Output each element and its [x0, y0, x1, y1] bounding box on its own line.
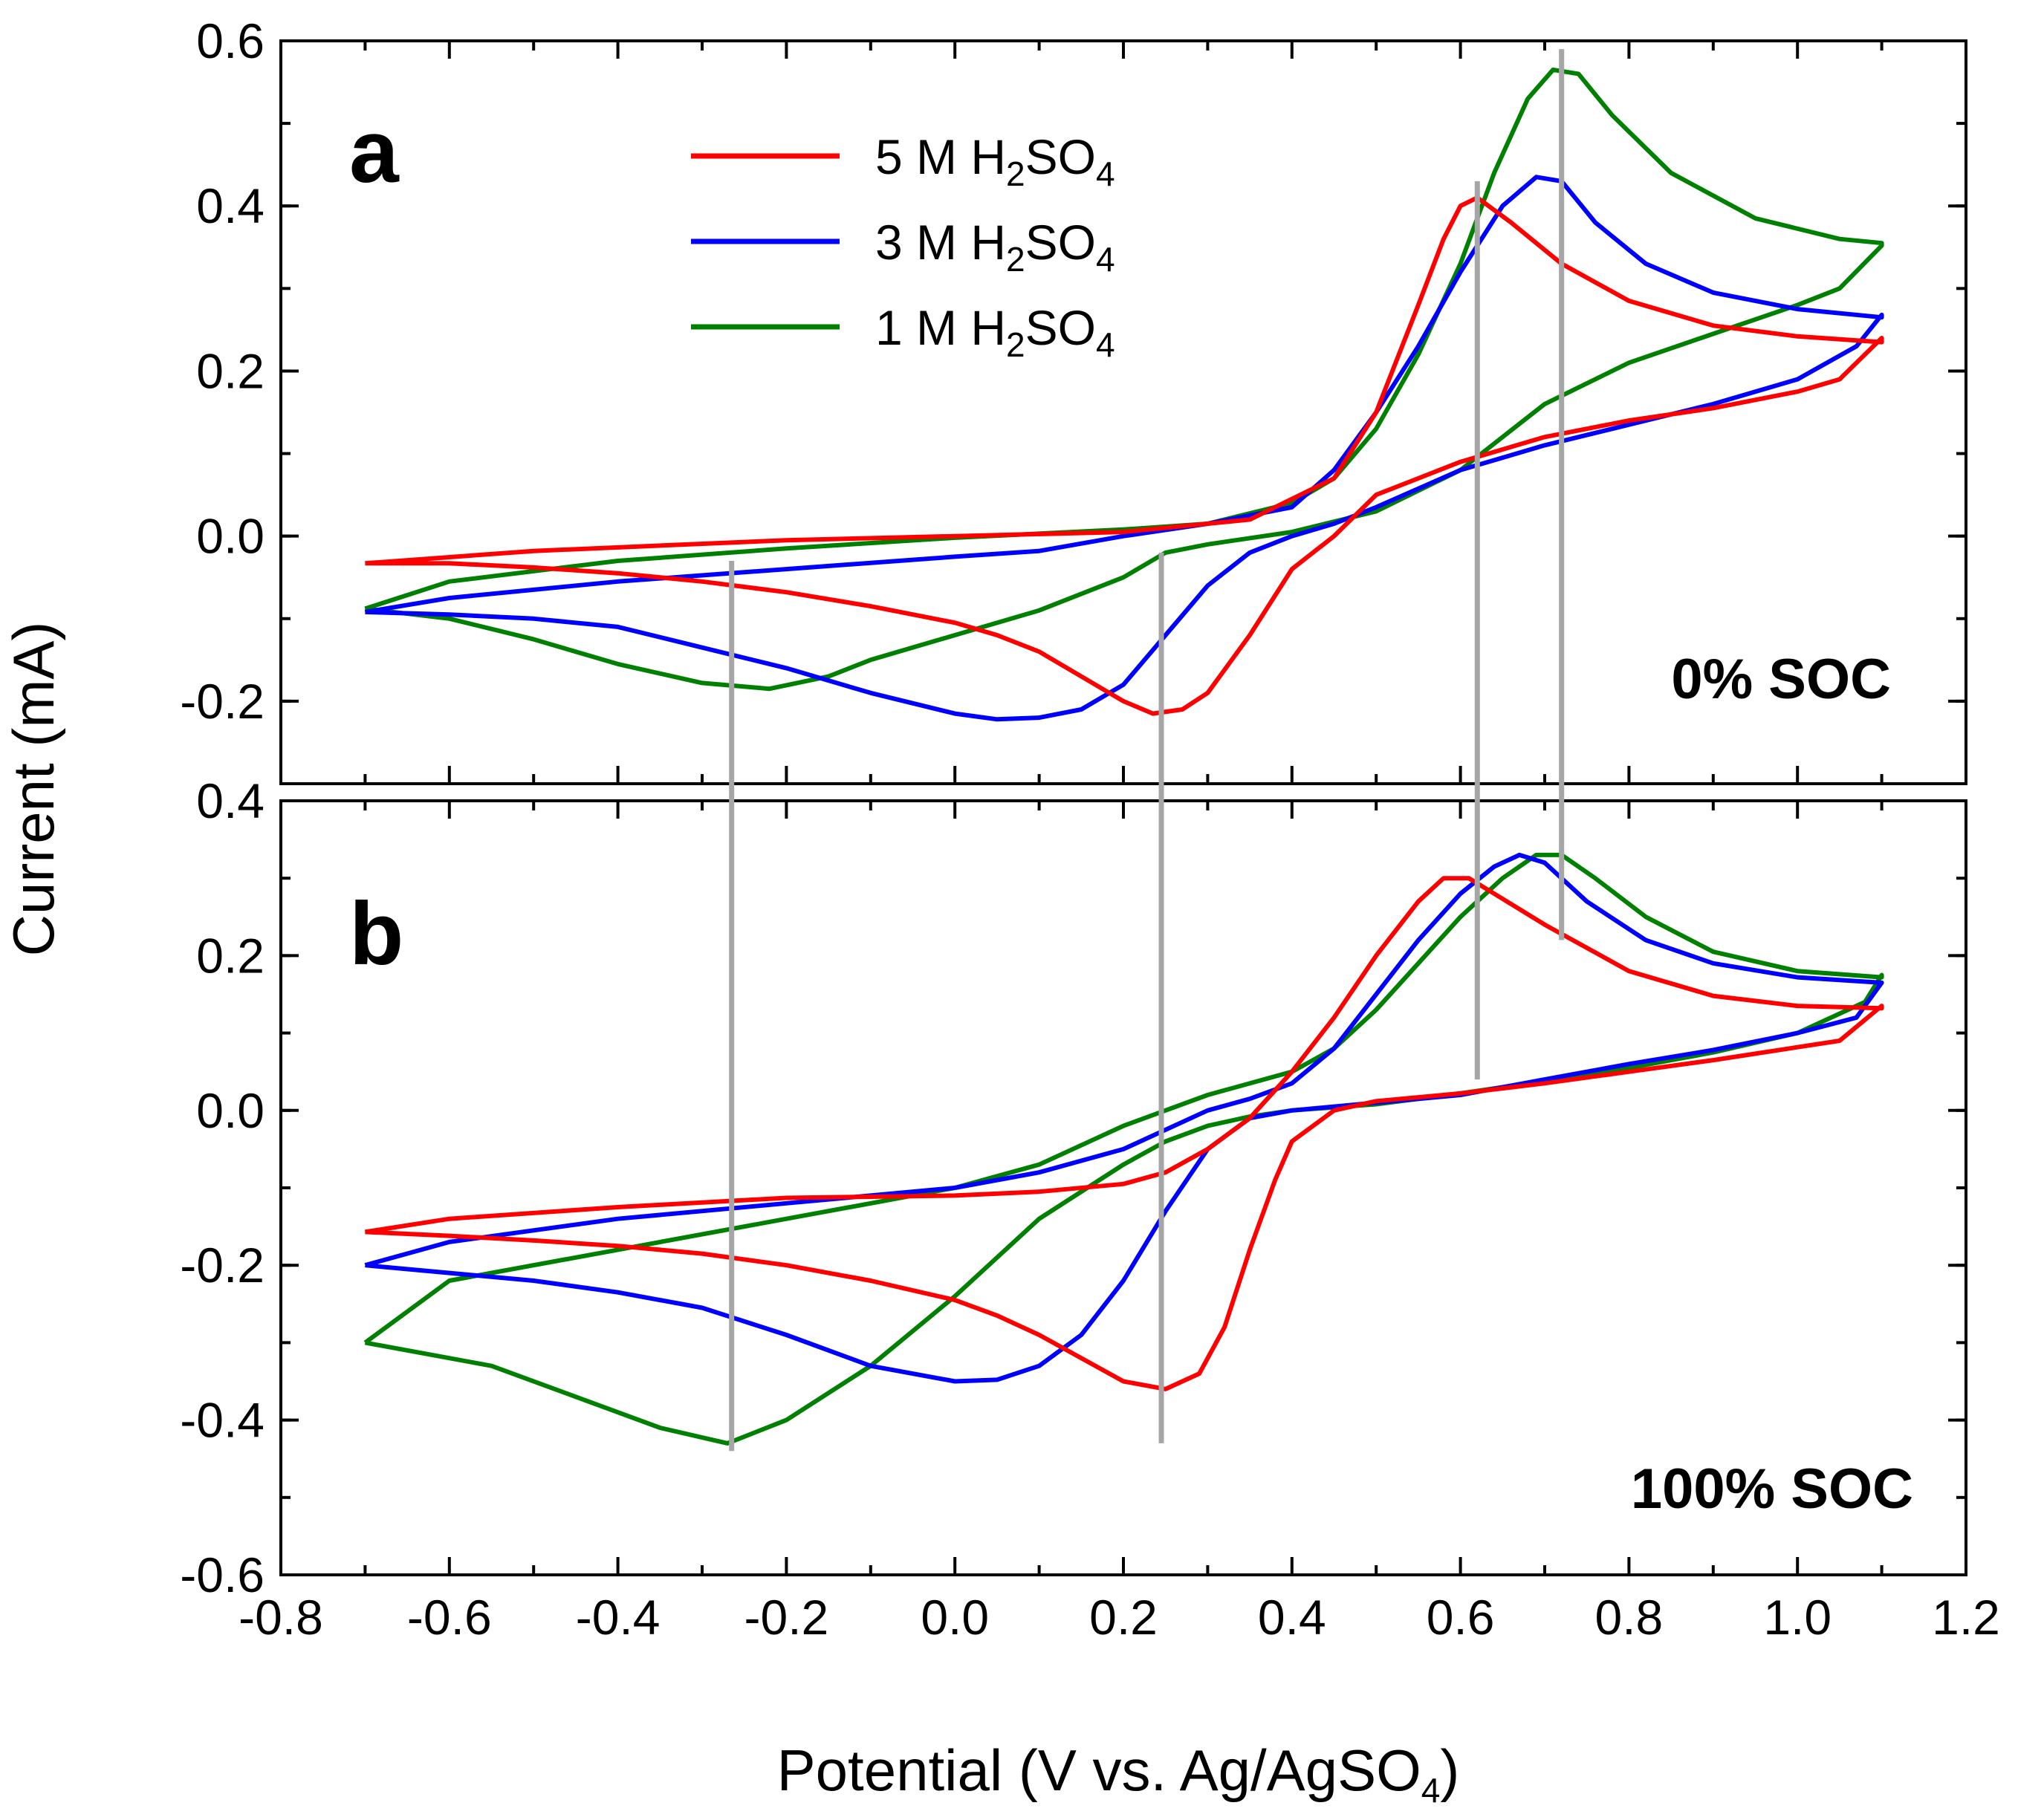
- y-tick-label: -0.2: [180, 674, 265, 729]
- legend-label: 1 M H2SO4: [875, 300, 1115, 364]
- x-axis-title-end: ): [1440, 1738, 1459, 1803]
- legend-label-text: SO: [1025, 129, 1096, 184]
- vertical-markers: [729, 49, 1565, 1452]
- legend-label-subscript: 2: [1006, 155, 1025, 193]
- legend-label-subscript: 4: [1096, 240, 1115, 279]
- series-line-5M: [365, 195, 1884, 716]
- series-line-1M: [363, 852, 1884, 1446]
- x-tick-label: 1.0: [1763, 1590, 1832, 1645]
- y-tick-label: 0.4: [196, 178, 265, 233]
- series-line-3M: [364, 852, 1884, 1384]
- legend-label-text: SO: [1025, 300, 1096, 355]
- legend-label-subscript: 2: [1006, 240, 1025, 279]
- x-tick-label: 0.4: [1258, 1590, 1326, 1645]
- x-tick-label: 0.2: [1089, 1590, 1158, 1645]
- y-tick-label: 0.6: [196, 13, 265, 68]
- x-tick-label: 0.0: [921, 1590, 989, 1645]
- x-tick-label: -0.4: [576, 1590, 661, 1645]
- y-tick-label: -0.4: [180, 1393, 265, 1448]
- panel-letter: a: [349, 102, 400, 201]
- y-tick-label: -0.2: [180, 1238, 265, 1293]
- legend-label-text: 3 M H: [875, 215, 1006, 270]
- panel-b: 0.4 0.2 0.0 -0.2 -0.4 -0.6 b 100% SOC: [180, 773, 1967, 1602]
- y-axis-title: Current (mA): [1, 622, 66, 957]
- x-axis-title-main: Potential (V vs. Ag/AgSO: [777, 1738, 1421, 1803]
- legend-label-text: 1 M H: [875, 300, 1006, 355]
- x-axis-title-subscript: 4: [1421, 1771, 1441, 1810]
- x-tick-label: 0.8: [1595, 1590, 1664, 1645]
- y-tick-label: 0.0: [196, 509, 265, 564]
- x-tick-label: -0.2: [744, 1590, 829, 1645]
- panel-letter: b: [349, 884, 403, 984]
- y-tick-label: 0.0: [196, 1083, 265, 1138]
- soc-label: 100% SOC: [1631, 1457, 1913, 1521]
- panel-a: 0.6 0.4 0.2 0.0 -0.2 a 0% SOC: [180, 13, 1967, 785]
- y-tick-label: 0.2: [196, 928, 265, 983]
- soc-label: 0% SOC: [1671, 648, 1891, 711]
- series-line-5M: [364, 876, 1884, 1391]
- legend-label-subscript: 4: [1096, 325, 1115, 364]
- y-tick-label: -0.6: [180, 1547, 265, 1602]
- x-tick-label: -0.6: [407, 1590, 492, 1645]
- x-tick-label: -0.8: [239, 1590, 323, 1645]
- y-tick-label: 0.2: [196, 343, 265, 398]
- series-line-1M: [364, 67, 1884, 692]
- legend-label-subscript: 2: [1006, 325, 1025, 364]
- y-tick-label: 0.4: [196, 773, 265, 828]
- x-axis: -0.8 -0.6 -0.4 -0.2 0.0 0.2 0.4 0.6 0.8 1.0 1.2: [239, 1590, 2000, 1645]
- legend-label-text: SO: [1025, 215, 1096, 270]
- x-tick-label: 0.6: [1427, 1590, 1495, 1645]
- legend-label: 3 M H2SO4: [875, 215, 1115, 279]
- series-line-3M: [364, 175, 1884, 722]
- x-tick-label: 1.2: [1932, 1590, 2000, 1645]
- x-axis-title: Potential (V vs. Ag/AgSO4): [777, 1738, 1460, 1810]
- legend-label-subscript: 4: [1096, 155, 1115, 193]
- legend-label-text: 5 M H: [875, 129, 1006, 184]
- legend-label: 5 M H2SO4: [875, 129, 1115, 193]
